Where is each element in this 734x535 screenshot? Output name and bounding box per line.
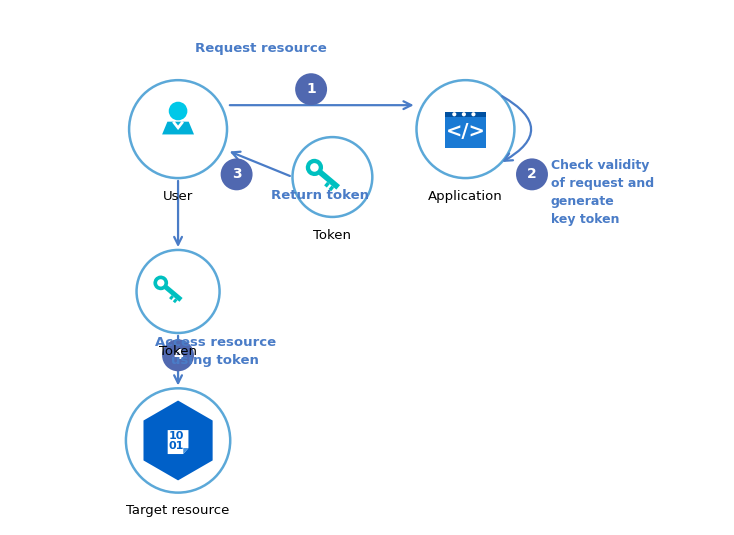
Circle shape: [462, 112, 466, 116]
Text: 3: 3: [232, 167, 241, 181]
Polygon shape: [167, 430, 189, 454]
Circle shape: [306, 159, 323, 176]
Polygon shape: [184, 448, 189, 454]
FancyBboxPatch shape: [445, 112, 486, 117]
Polygon shape: [319, 170, 340, 189]
Circle shape: [471, 112, 476, 116]
Text: 2: 2: [527, 167, 537, 181]
Circle shape: [162, 339, 194, 371]
Text: Application: Application: [428, 190, 503, 203]
Polygon shape: [164, 285, 183, 302]
Circle shape: [221, 158, 252, 190]
Text: Token: Token: [313, 228, 352, 242]
Circle shape: [292, 137, 372, 217]
Circle shape: [295, 73, 327, 105]
Circle shape: [169, 102, 187, 120]
Text: 4: 4: [173, 348, 183, 362]
Polygon shape: [143, 401, 213, 480]
Text: Request resource: Request resource: [195, 42, 327, 55]
Circle shape: [129, 80, 227, 178]
Text: 1: 1: [306, 82, 316, 96]
Text: </>: </>: [446, 122, 485, 141]
Circle shape: [310, 163, 319, 172]
Text: Target resource: Target resource: [126, 505, 230, 517]
Polygon shape: [172, 299, 178, 303]
Text: 10: 10: [168, 431, 184, 441]
Circle shape: [157, 279, 164, 287]
Text: Return token: Return token: [271, 189, 369, 202]
Polygon shape: [162, 121, 194, 134]
Circle shape: [153, 276, 168, 290]
Circle shape: [516, 158, 548, 190]
FancyBboxPatch shape: [445, 112, 486, 148]
Circle shape: [126, 388, 230, 493]
Text: Token: Token: [159, 345, 197, 358]
Polygon shape: [169, 295, 174, 300]
Polygon shape: [324, 182, 330, 188]
Circle shape: [452, 112, 457, 116]
Polygon shape: [329, 186, 334, 191]
Text: 01: 01: [168, 441, 184, 452]
Text: Access resource
using token: Access resource using token: [155, 336, 276, 367]
Text: User: User: [163, 190, 193, 203]
Circle shape: [416, 80, 515, 178]
Text: Check validity
of request and
generate
key token: Check validity of request and generate k…: [550, 159, 654, 226]
Circle shape: [137, 250, 219, 333]
